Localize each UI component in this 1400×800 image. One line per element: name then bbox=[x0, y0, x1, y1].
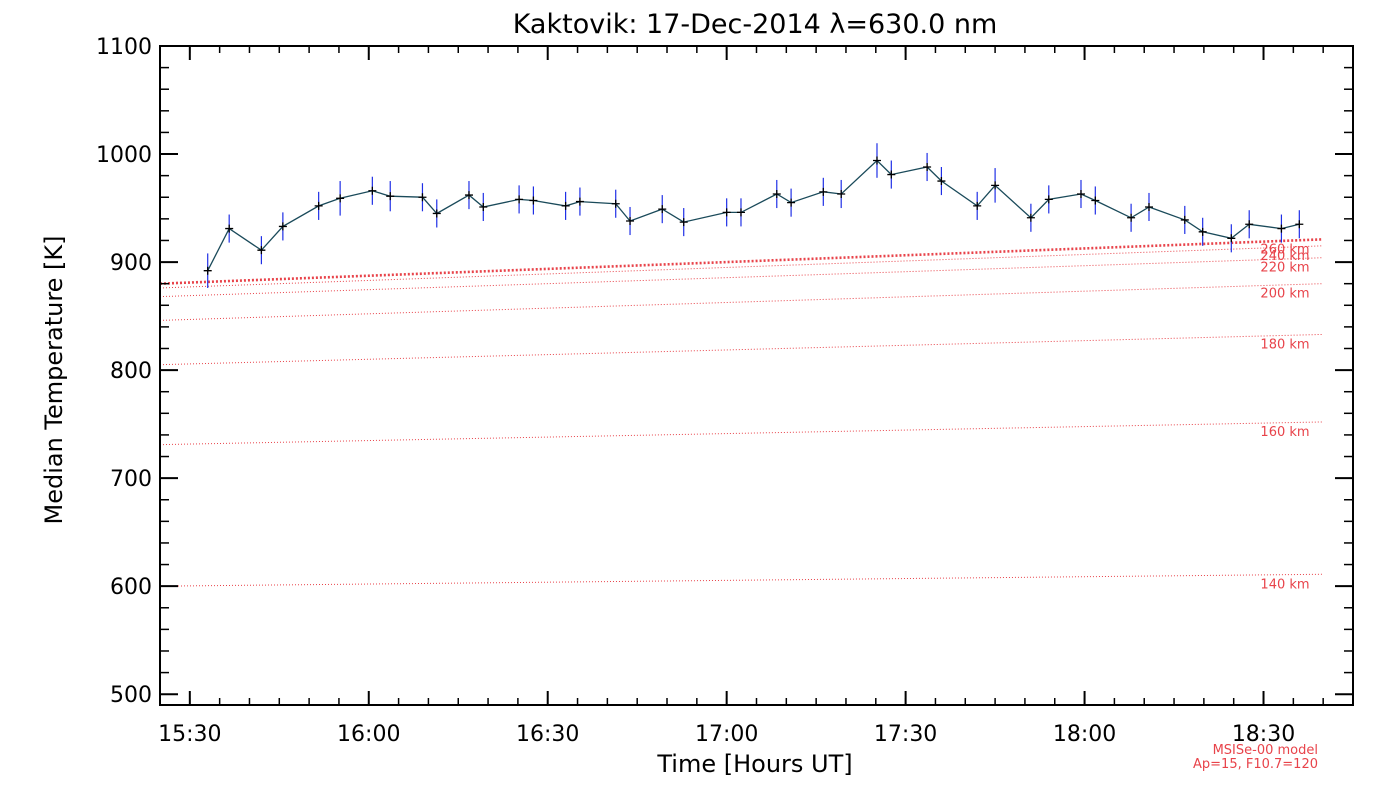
x-tick-label: 17:00 bbox=[695, 722, 758, 747]
data-point bbox=[464, 191, 473, 200]
data-point bbox=[1277, 224, 1286, 233]
data-point bbox=[819, 187, 828, 196]
y-tick-label: 700 bbox=[110, 467, 152, 492]
y-tick-label: 1000 bbox=[96, 143, 152, 168]
data-point bbox=[658, 205, 667, 214]
data-point bbox=[479, 202, 488, 211]
plot-frame bbox=[159, 45, 1354, 706]
y-tick-label: 1100 bbox=[96, 35, 152, 60]
data-point bbox=[368, 186, 377, 195]
data-point bbox=[529, 196, 538, 205]
data-point bbox=[257, 246, 266, 255]
reference-line-label: 160 km bbox=[1260, 425, 1309, 440]
y-tick-label: 500 bbox=[110, 683, 152, 708]
x-axis-label: Time [Hours UT] bbox=[656, 750, 852, 778]
data-point bbox=[1245, 220, 1254, 229]
axes: 15:30 16:00 16:30 17:00 17:30 18:00 18:30 500 60… bbox=[96, 35, 1354, 747]
chart-title: Kaktovik: 17-Dec-2014 λ=630.0 nm bbox=[513, 9, 998, 40]
data-point bbox=[203, 266, 212, 275]
data-point bbox=[1144, 202, 1153, 211]
y-tick-label: 800 bbox=[110, 359, 152, 384]
reference-line-label: 240 km bbox=[1260, 249, 1309, 264]
params-note: Ap=15, F10.7=120 bbox=[1193, 757, 1318, 772]
reference-line bbox=[159, 283, 1323, 321]
y-tick-label: 900 bbox=[110, 251, 152, 276]
x-tick-label: 18:00 bbox=[1053, 722, 1116, 747]
series-line bbox=[207, 159, 1300, 271]
data-point bbox=[1295, 220, 1304, 229]
data-point bbox=[386, 192, 395, 201]
data-point bbox=[787, 198, 796, 207]
data-point bbox=[679, 218, 688, 227]
reference-line-label: 180 km bbox=[1260, 337, 1309, 352]
data-point bbox=[1180, 215, 1189, 224]
data-point bbox=[887, 170, 896, 179]
data-point bbox=[432, 209, 441, 218]
reference-line bbox=[159, 257, 1323, 298]
data-point bbox=[736, 208, 745, 217]
reference-line-label: 260 km bbox=[1260, 242, 1309, 257]
x-tick-label: 15:30 bbox=[158, 722, 221, 747]
data-point bbox=[1198, 227, 1207, 236]
data-point bbox=[872, 156, 881, 165]
data-point bbox=[722, 208, 731, 217]
y-axis-label: Median Temperature [K] bbox=[40, 235, 68, 524]
reference-line bbox=[159, 238, 1323, 285]
reference-line bbox=[159, 573, 1323, 587]
data-point bbox=[515, 195, 524, 204]
data-point bbox=[611, 199, 620, 208]
data-point bbox=[418, 193, 427, 202]
x-tick-label: 17:30 bbox=[874, 722, 937, 747]
data-point bbox=[336, 194, 345, 203]
data-series bbox=[203, 143, 1304, 288]
reference-line-label: 200 km bbox=[1260, 287, 1309, 302]
x-tick-label: 16:30 bbox=[516, 722, 579, 747]
reference-line bbox=[159, 421, 1323, 446]
data-point bbox=[1227, 234, 1236, 243]
data-point bbox=[837, 190, 846, 199]
data-point bbox=[1044, 195, 1053, 204]
data-point bbox=[923, 162, 932, 171]
data-point bbox=[1091, 196, 1100, 205]
x-tick-label: 18:30 bbox=[1232, 722, 1295, 747]
data-point bbox=[991, 181, 1000, 190]
reference-line bbox=[159, 333, 1323, 366]
reference-line-label: 140 km bbox=[1260, 577, 1309, 592]
data-point bbox=[314, 201, 323, 210]
data-point bbox=[1127, 213, 1136, 222]
model-note: MSISe-00 model bbox=[1213, 743, 1318, 758]
data-point bbox=[772, 190, 781, 199]
reference-line-label: 220 km bbox=[1260, 261, 1309, 276]
data-point bbox=[1076, 190, 1085, 199]
data-point bbox=[626, 217, 635, 226]
data-point bbox=[1026, 213, 1035, 222]
x-tick-label: 16:00 bbox=[337, 722, 400, 747]
reference-line bbox=[159, 245, 1323, 289]
y-tick-label: 600 bbox=[110, 575, 152, 600]
data-point bbox=[973, 201, 982, 210]
data-point bbox=[575, 197, 584, 206]
data-point bbox=[225, 224, 234, 233]
data-point bbox=[278, 222, 287, 231]
data-point bbox=[937, 177, 946, 186]
data-point bbox=[561, 201, 570, 210]
